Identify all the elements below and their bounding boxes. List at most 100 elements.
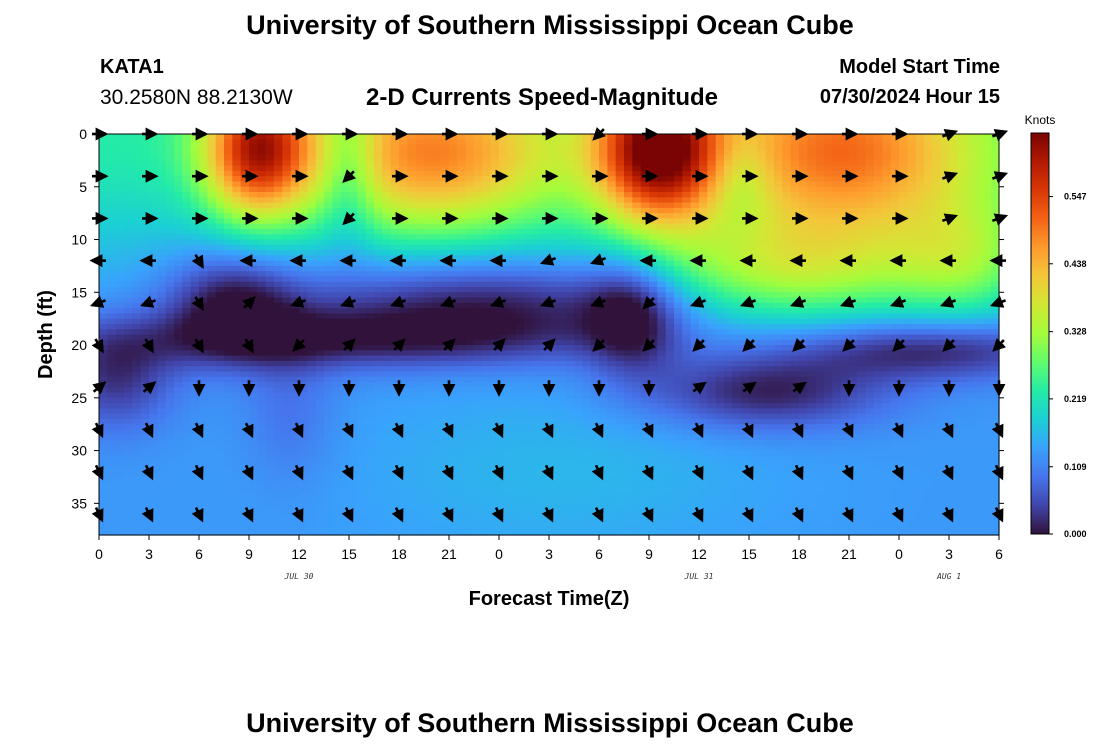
heatmap-cell — [715, 239, 725, 246]
heatmap-cell — [724, 239, 733, 246]
heatmap-cell — [949, 239, 958, 246]
heatmap-cell — [407, 318, 417, 325]
heatmap-cell — [165, 160, 175, 167]
heatmap-cell — [415, 176, 425, 183]
heatmap-cell — [382, 297, 392, 304]
heatmap-cell — [515, 144, 525, 151]
heatmap-cell — [707, 265, 717, 272]
heatmap-cell — [682, 255, 692, 262]
heatmap-cell — [174, 276, 183, 283]
heatmap-cell — [340, 181, 350, 188]
heatmap-cell — [324, 323, 333, 330]
heatmap-cell — [599, 371, 608, 378]
heatmap-cell — [274, 255, 283, 262]
heatmap-cell — [599, 265, 608, 272]
heatmap-cell — [282, 371, 292, 378]
heatmap-cell — [907, 255, 917, 262]
heatmap-cell — [224, 218, 233, 225]
heatmap-cell — [499, 276, 508, 283]
heatmap-cell — [374, 181, 383, 188]
heatmap-cell — [699, 292, 708, 299]
heatmap-cell — [440, 265, 450, 272]
heatmap-cell — [215, 218, 225, 225]
heatmap-cell — [524, 287, 533, 293]
heatmap-cell — [824, 250, 833, 256]
heatmap-cell — [224, 360, 233, 367]
heatmap-cell — [165, 376, 175, 383]
heatmap-cell — [357, 366, 367, 373]
heatmap-cell — [215, 355, 225, 362]
heatmap-cell — [415, 155, 425, 161]
heatmap-cell — [382, 176, 392, 183]
heatmap-cell — [307, 260, 317, 267]
heatmap-cell — [674, 350, 683, 357]
heatmap-cell — [465, 186, 475, 193]
heatmap-cell — [390, 170, 400, 177]
heatmap-cell — [565, 186, 575, 193]
heatmap-cell — [815, 192, 825, 198]
heatmap-cell — [799, 329, 808, 336]
heatmap-cell — [899, 234, 908, 241]
heatmap-cell — [157, 276, 167, 283]
heatmap-cell — [307, 160, 317, 167]
heatmap-cell — [107, 186, 117, 193]
heatmap-cell — [799, 149, 808, 156]
heatmap-cell — [949, 318, 958, 325]
heatmap-cell — [265, 244, 275, 251]
heatmap-cell — [449, 292, 458, 299]
heatmap-cell — [765, 297, 775, 304]
heatmap-cell — [415, 329, 425, 336]
heatmap-cell — [865, 181, 875, 188]
heatmap-cell — [724, 176, 733, 183]
heatmap-cell — [257, 360, 267, 367]
heatmap-cell — [665, 313, 675, 320]
heatmap-cell — [349, 234, 358, 241]
heatmap-cell — [549, 160, 558, 167]
heatmap-cell — [274, 202, 283, 209]
heatmap-cell — [299, 329, 308, 336]
heatmap-cell — [849, 276, 858, 283]
heatmap-cell — [365, 308, 375, 314]
heatmap-cell — [182, 239, 192, 246]
heatmap-cell — [257, 197, 267, 204]
heatmap-cell — [949, 366, 958, 373]
heatmap-cell — [115, 160, 125, 167]
heatmap-cell — [257, 276, 267, 283]
heatmap-cell — [424, 271, 433, 278]
heatmap-cell — [549, 181, 558, 188]
heatmap-cell — [432, 176, 442, 183]
heatmap-cell — [865, 318, 875, 325]
heatmap-cell — [549, 276, 558, 283]
heatmap-cell — [990, 202, 1000, 209]
heatmap-cell — [974, 170, 983, 177]
heatmap-cell — [382, 339, 392, 346]
heatmap-cell — [132, 265, 142, 272]
heatmap-cell — [915, 192, 925, 198]
heatmap-cell — [449, 234, 458, 241]
heatmap-cell — [749, 250, 758, 256]
heatmap-cell — [382, 192, 392, 198]
heatmap-cell — [982, 281, 992, 288]
heatmap-cell — [949, 355, 958, 362]
heatmap-cell — [332, 155, 342, 161]
heatmap-cell — [682, 192, 692, 198]
heatmap-cell — [874, 160, 883, 167]
heatmap-cell — [490, 265, 500, 272]
heatmap-cell — [965, 318, 975, 325]
heatmap-cell — [782, 276, 792, 283]
heatmap-cell — [224, 281, 233, 288]
heatmap-cell — [357, 170, 367, 177]
heatmap-cell — [865, 287, 875, 293]
heatmap-cell — [365, 260, 375, 267]
heatmap-cell — [990, 250, 1000, 256]
heatmap-cell — [899, 255, 908, 262]
heatmap-cell — [99, 350, 108, 357]
heatmap-cell — [624, 334, 633, 341]
heatmap-cell — [924, 223, 933, 230]
heatmap-cell — [774, 318, 783, 325]
heatmap-cell — [399, 155, 408, 161]
heatmap-cell — [599, 181, 608, 188]
heatmap-cell — [290, 218, 300, 225]
heatmap-cell — [182, 302, 192, 309]
heatmap-cell — [174, 239, 183, 246]
